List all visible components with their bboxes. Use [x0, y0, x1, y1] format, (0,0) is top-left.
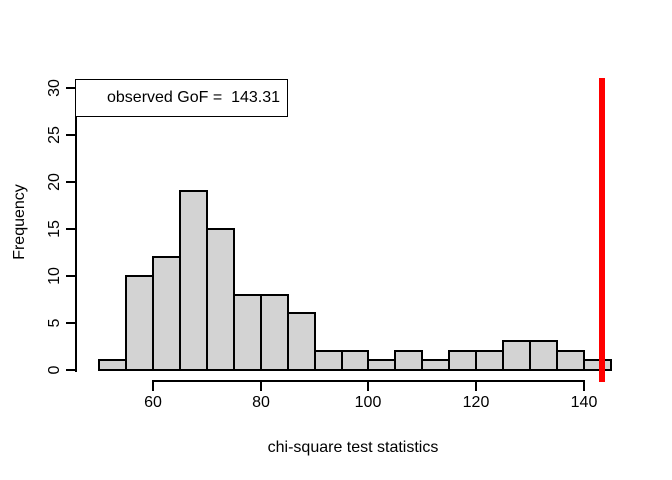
- y-axis-tick: [66, 322, 75, 324]
- histogram-bar: [179, 190, 208, 371]
- y-axis-tick: [66, 369, 75, 371]
- y-axis-tick: [66, 134, 75, 136]
- y-tick-label: 5: [46, 318, 63, 328]
- histogram-bar: [152, 256, 181, 371]
- histogram-bar: [583, 359, 612, 371]
- y-axis-title: Frequency: [11, 184, 28, 260]
- y-axis-tick: [66, 228, 75, 230]
- x-axis-tick: [152, 380, 154, 391]
- y-axis-tick: [66, 275, 75, 277]
- x-tick-label: 140: [570, 394, 598, 411]
- histogram-bar: [367, 359, 396, 371]
- histogram-bar: [206, 228, 235, 371]
- y-tick-label: 25: [46, 126, 63, 144]
- histogram-bar: [125, 275, 154, 371]
- histogram-bar: [314, 350, 343, 371]
- histogram-bar: [394, 350, 423, 371]
- x-tick-label: 80: [252, 394, 270, 411]
- y-axis-line: [75, 88, 77, 372]
- histogram-bar: [233, 294, 262, 371]
- histogram-bar: [260, 294, 289, 371]
- y-tick-label: 10: [46, 267, 63, 285]
- histogram-bar: [448, 350, 477, 371]
- legend-box: observed GoF = 143.31: [75, 79, 288, 117]
- histogram-bar: [529, 340, 558, 371]
- histogram-bar: [287, 312, 316, 371]
- y-tick-label: 30: [46, 79, 63, 97]
- x-tick-label: 100: [354, 394, 382, 411]
- x-axis-tick: [260, 380, 262, 391]
- y-tick-label: 20: [46, 173, 63, 191]
- x-axis-tick: [583, 380, 585, 391]
- legend-label: observed GoF = 143.31: [107, 89, 280, 106]
- y-axis-tick: [66, 181, 75, 183]
- histogram-bar: [475, 350, 504, 371]
- histogram-bar: [502, 340, 531, 371]
- y-axis-tick: [66, 87, 75, 89]
- histogram-bar: [421, 359, 450, 371]
- observed-gof-line: [599, 78, 605, 382]
- x-axis-title: chi-square test statistics: [267, 439, 439, 456]
- x-tick-label: 120: [462, 394, 490, 411]
- y-tick-label: 15: [46, 220, 63, 238]
- histogram-bar: [341, 350, 369, 371]
- y-tick-label: 0: [46, 365, 63, 375]
- histogram-bar: [556, 350, 585, 371]
- histogram-bar: [98, 359, 127, 371]
- x-axis-tick: [367, 380, 369, 391]
- x-axis-tick: [475, 380, 477, 391]
- x-tick-label: 60: [144, 394, 162, 411]
